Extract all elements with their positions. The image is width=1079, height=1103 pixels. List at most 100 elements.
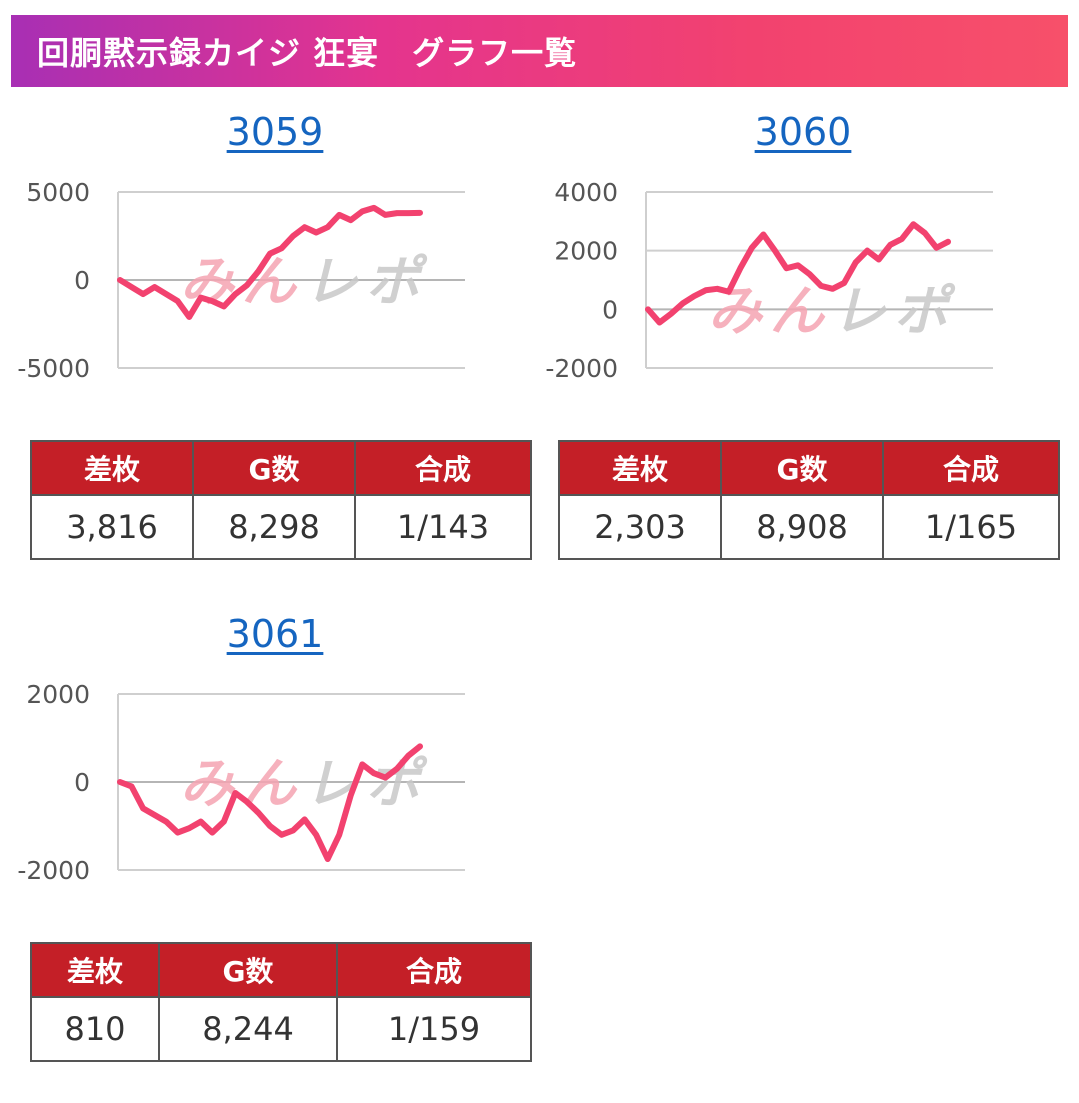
data-point bbox=[325, 857, 330, 861]
machine-number-link[interactable]: 3060 bbox=[754, 110, 852, 154]
stats-header-row: 差枚 G数 合成 bbox=[30, 942, 532, 997]
data-point bbox=[692, 294, 697, 299]
watermark-glyph: ポ bbox=[366, 752, 428, 815]
data-point bbox=[118, 278, 122, 282]
machine-card-3061: 3061 2000 0 -2000 みんレポ 差枚 G数 合成 810 8,244 1… bbox=[10, 612, 532, 1072]
data-point bbox=[371, 771, 376, 776]
data-point bbox=[726, 289, 731, 294]
data-point bbox=[899, 236, 904, 241]
header-games: G数 bbox=[720, 440, 884, 495]
value-games: 8,244 bbox=[158, 996, 338, 1062]
data-point bbox=[291, 234, 296, 238]
data-point bbox=[796, 263, 800, 268]
data-point bbox=[210, 830, 215, 835]
data-point bbox=[221, 304, 226, 309]
value-samai: 3,816 bbox=[30, 494, 194, 560]
data-point bbox=[383, 212, 388, 217]
stats-value-row: 2,303 8,908 1/165 bbox=[558, 494, 1060, 560]
data-point bbox=[152, 285, 157, 290]
data-point bbox=[279, 832, 284, 837]
data-point bbox=[175, 830, 180, 835]
machine-number-link[interactable]: 3059 bbox=[226, 110, 324, 154]
data-point bbox=[922, 231, 927, 236]
y-tick-label: -5000 bbox=[17, 354, 90, 383]
page-header: 回胴黙示録カイジ 狂宴 グラフ一覧 bbox=[11, 15, 1068, 87]
y-tick-label: 2000 bbox=[554, 237, 618, 266]
watermark-logo: みんレポ bbox=[180, 752, 428, 815]
header-games: G数 bbox=[192, 440, 356, 495]
data-point bbox=[118, 780, 122, 784]
data-point bbox=[233, 791, 238, 795]
watermark-logo: みんレポ bbox=[180, 250, 428, 313]
data-point bbox=[394, 766, 399, 771]
data-point bbox=[418, 744, 422, 749]
data-point bbox=[830, 286, 835, 291]
watermark-glyph: ん bbox=[770, 279, 826, 342]
data-point bbox=[314, 832, 319, 837]
data-point bbox=[129, 285, 134, 290]
chart: 5000 0 -5000 みんレポ bbox=[17, 178, 465, 383]
data-point bbox=[383, 775, 388, 780]
header-samai: 差枚 bbox=[30, 942, 160, 997]
value-samai: 810 bbox=[30, 996, 160, 1062]
data-point bbox=[221, 819, 226, 824]
chart: 4000 2000 0 -2000 みんレポ bbox=[545, 178, 993, 383]
data-point bbox=[646, 307, 650, 312]
watermark-glyph: ポ bbox=[894, 279, 956, 342]
data-point bbox=[233, 292, 238, 297]
data-point bbox=[187, 826, 192, 831]
y-tick-label: -2000 bbox=[545, 354, 618, 383]
data-point bbox=[256, 810, 261, 815]
stats-header-row: 差枚 G数 合成 bbox=[30, 440, 532, 495]
data-point bbox=[360, 209, 365, 214]
data-point bbox=[807, 272, 812, 277]
data-point bbox=[680, 301, 685, 306]
data-point bbox=[911, 222, 916, 227]
data-point bbox=[348, 218, 353, 223]
data-point bbox=[152, 813, 157, 817]
data-point bbox=[669, 311, 674, 316]
y-tick-label: 4000 bbox=[554, 178, 618, 207]
data-point bbox=[819, 283, 824, 288]
data-point bbox=[129, 784, 134, 789]
header-samai: 差枚 bbox=[30, 440, 194, 495]
y-tick-label: 0 bbox=[602, 295, 618, 324]
data-point bbox=[141, 292, 146, 297]
data-point bbox=[703, 288, 708, 293]
data-point bbox=[934, 245, 939, 250]
data-point bbox=[784, 266, 789, 271]
data-point bbox=[772, 248, 777, 253]
stats-table: 差枚 G数 合成 3,816 8,298 1/143 bbox=[30, 440, 532, 560]
page-title: 回胴黙示録カイジ 狂宴 グラフ一覧 bbox=[37, 34, 578, 72]
watermark-logo: みんレポ bbox=[708, 279, 956, 342]
watermark-glyph: み bbox=[180, 752, 236, 815]
data-point bbox=[394, 211, 399, 216]
data-point bbox=[198, 819, 203, 824]
header-gousei: 合成 bbox=[336, 942, 532, 997]
watermark-glyph: ポ bbox=[366, 250, 428, 313]
stats-value-row: 810 8,244 1/159 bbox=[30, 996, 532, 1062]
data-point bbox=[371, 205, 376, 210]
data-point bbox=[141, 806, 146, 811]
stats-table: 差枚 G数 合成 810 8,244 1/159 bbox=[30, 942, 532, 1062]
value-gousei: 1/143 bbox=[354, 494, 532, 560]
header-gousei: 合成 bbox=[354, 440, 532, 495]
data-point bbox=[749, 245, 754, 250]
machine-card-3060: 3060 4000 2000 0 -2000 みんレポ 差枚 G数 合成 2,303 8… bbox=[538, 110, 1060, 570]
watermark-glyph: レ bbox=[304, 250, 359, 313]
machine-number-link[interactable]: 3061 bbox=[226, 612, 324, 656]
data-point bbox=[164, 292, 169, 297]
data-point bbox=[175, 299, 180, 304]
data-point bbox=[876, 257, 881, 262]
value-games: 8,298 bbox=[192, 494, 356, 560]
data-point bbox=[360, 762, 365, 767]
data-point bbox=[761, 232, 766, 237]
data-point bbox=[337, 212, 342, 217]
data-point bbox=[853, 260, 858, 265]
value-games: 8,908 bbox=[720, 494, 884, 560]
chart: 2000 0 -2000 みんレポ bbox=[17, 680, 465, 885]
data-point bbox=[406, 753, 411, 758]
stats-header-row: 差枚 G数 合成 bbox=[558, 440, 1060, 495]
data-point bbox=[279, 246, 284, 251]
